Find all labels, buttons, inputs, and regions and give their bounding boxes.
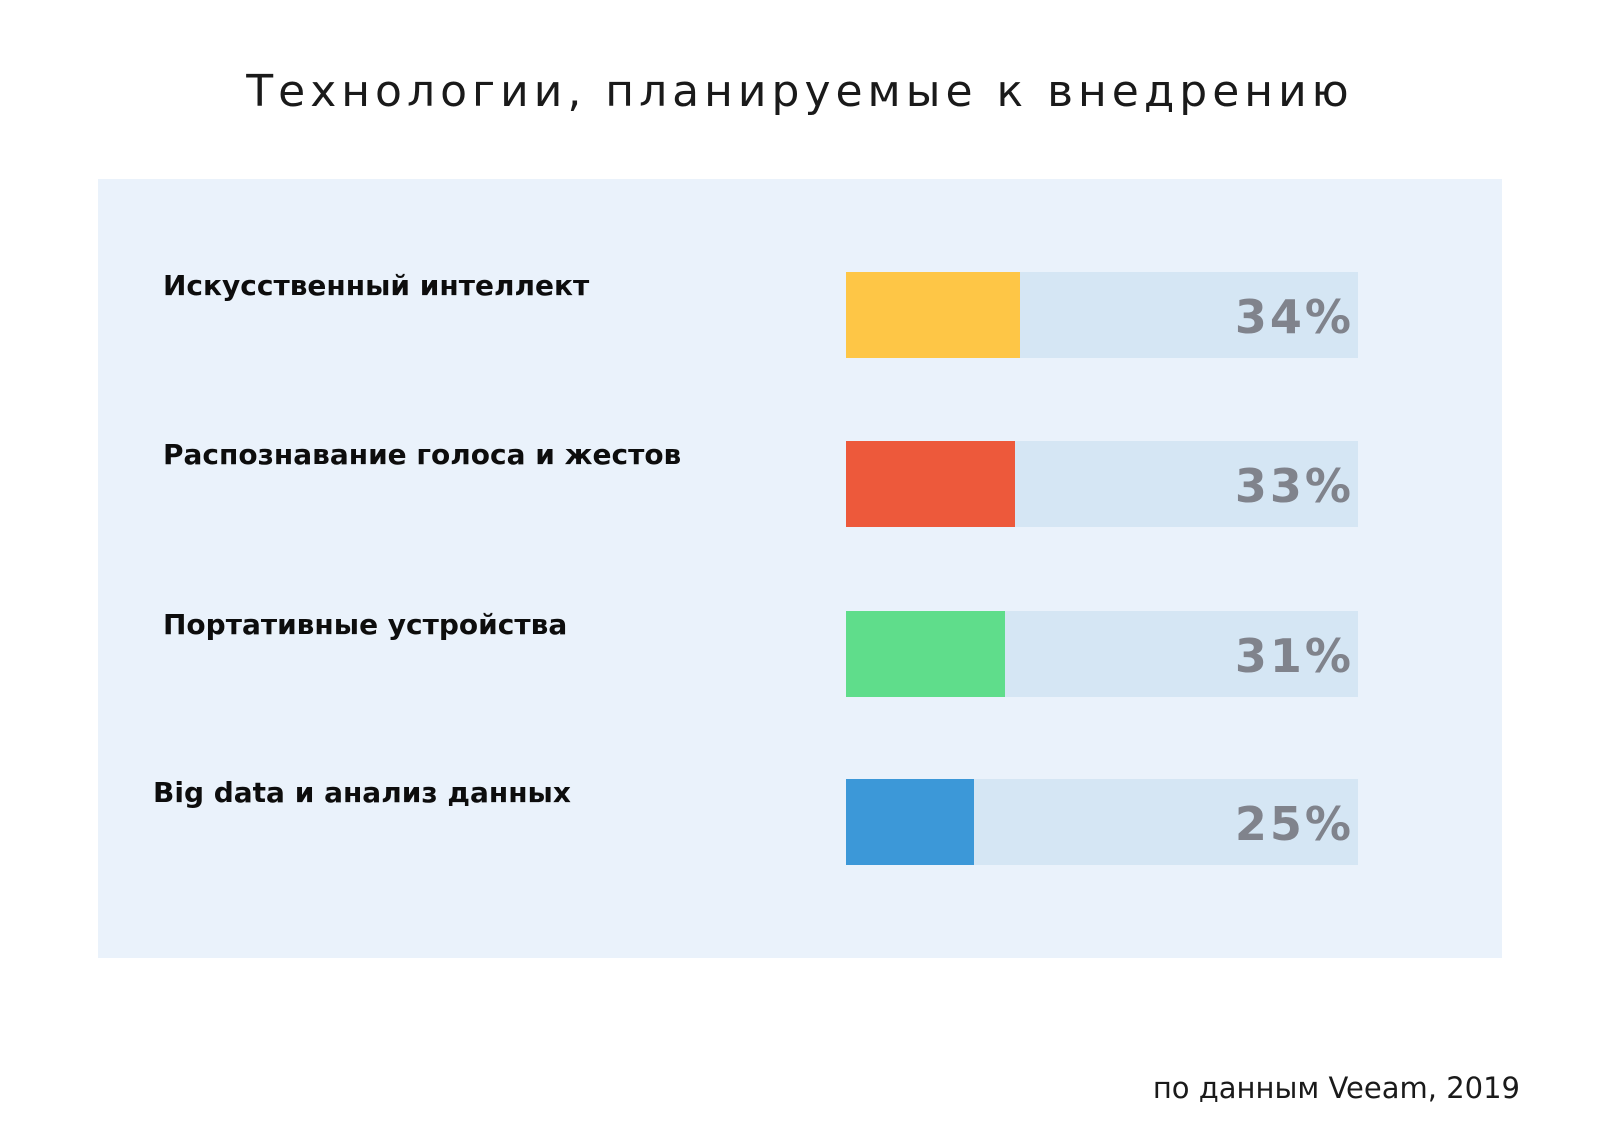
category-label: Искусственный интеллект: [163, 269, 590, 302]
bar: [846, 272, 1020, 358]
value-label: 33%: [1234, 459, 1354, 513]
bar-track: [846, 272, 1358, 358]
category-label: Портативные устройства: [163, 608, 568, 641]
value-label: 31%: [1234, 629, 1354, 683]
value-label: 25%: [1234, 797, 1354, 851]
value-label: 34%: [1234, 290, 1354, 344]
category-label: Распознавание голоса и жестов: [163, 438, 682, 471]
source-note: по данным Veeam, 2019: [1152, 1071, 1520, 1105]
chart-panel: Искусственный интеллект 34% Распознавание …: [98, 179, 1502, 958]
bar-track: [846, 611, 1358, 697]
chart-title: Технологии, планируемые к внедрению: [246, 66, 1354, 117]
bar: [846, 779, 974, 865]
category-label: Big data и анализ данных: [153, 776, 571, 809]
bar: [846, 611, 1005, 697]
bar: [846, 441, 1015, 527]
bar-track: [846, 441, 1358, 527]
bar-track: [846, 779, 1358, 865]
